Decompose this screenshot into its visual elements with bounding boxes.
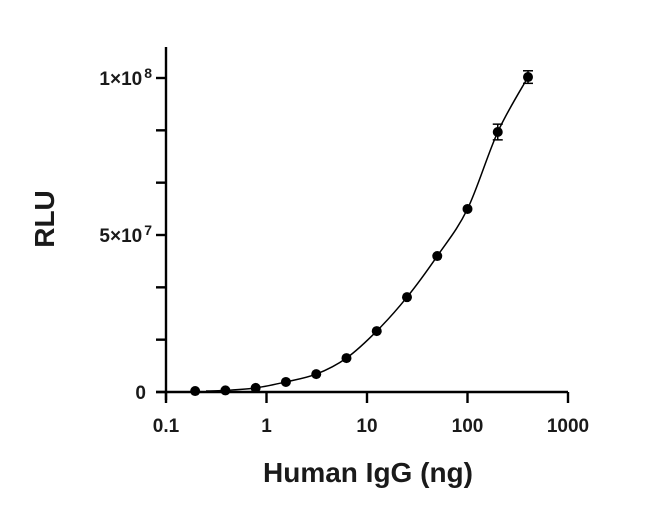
y-tick-label: 5×10 7 bbox=[99, 222, 152, 247]
data-point bbox=[311, 369, 322, 380]
y-tick-label: 0 bbox=[135, 383, 146, 404]
x-axis-title: Human IgG (ng) bbox=[263, 457, 473, 488]
x-tick-label: 1000 bbox=[547, 416, 589, 437]
data-point bbox=[492, 127, 503, 138]
data-point bbox=[462, 203, 473, 214]
data-point bbox=[371, 326, 382, 337]
data-point bbox=[432, 251, 443, 262]
data-point bbox=[280, 376, 291, 387]
y-axis-title: RLU bbox=[29, 190, 60, 248]
y-axis: 0 5×10 7 1×10 8 bbox=[99, 47, 168, 404]
data-point bbox=[401, 292, 412, 303]
y-tick-label: 1×10 8 bbox=[99, 65, 152, 90]
x-tick-label: 0.1 bbox=[153, 416, 180, 437]
data-point bbox=[250, 382, 261, 393]
data-point bbox=[220, 385, 231, 396]
data-points bbox=[190, 70, 534, 397]
x-tick-label: 10 bbox=[356, 416, 377, 437]
data-point bbox=[190, 386, 201, 397]
x-tick-label: 1 bbox=[261, 416, 272, 437]
fit-curve bbox=[205, 76, 529, 392]
fit-curve-line bbox=[205, 76, 529, 392]
data-point bbox=[523, 72, 534, 83]
x-axis: 0.1 1 10 100 1000 bbox=[153, 390, 589, 437]
data-point bbox=[341, 353, 352, 364]
x-tick-label: 100 bbox=[452, 416, 484, 437]
